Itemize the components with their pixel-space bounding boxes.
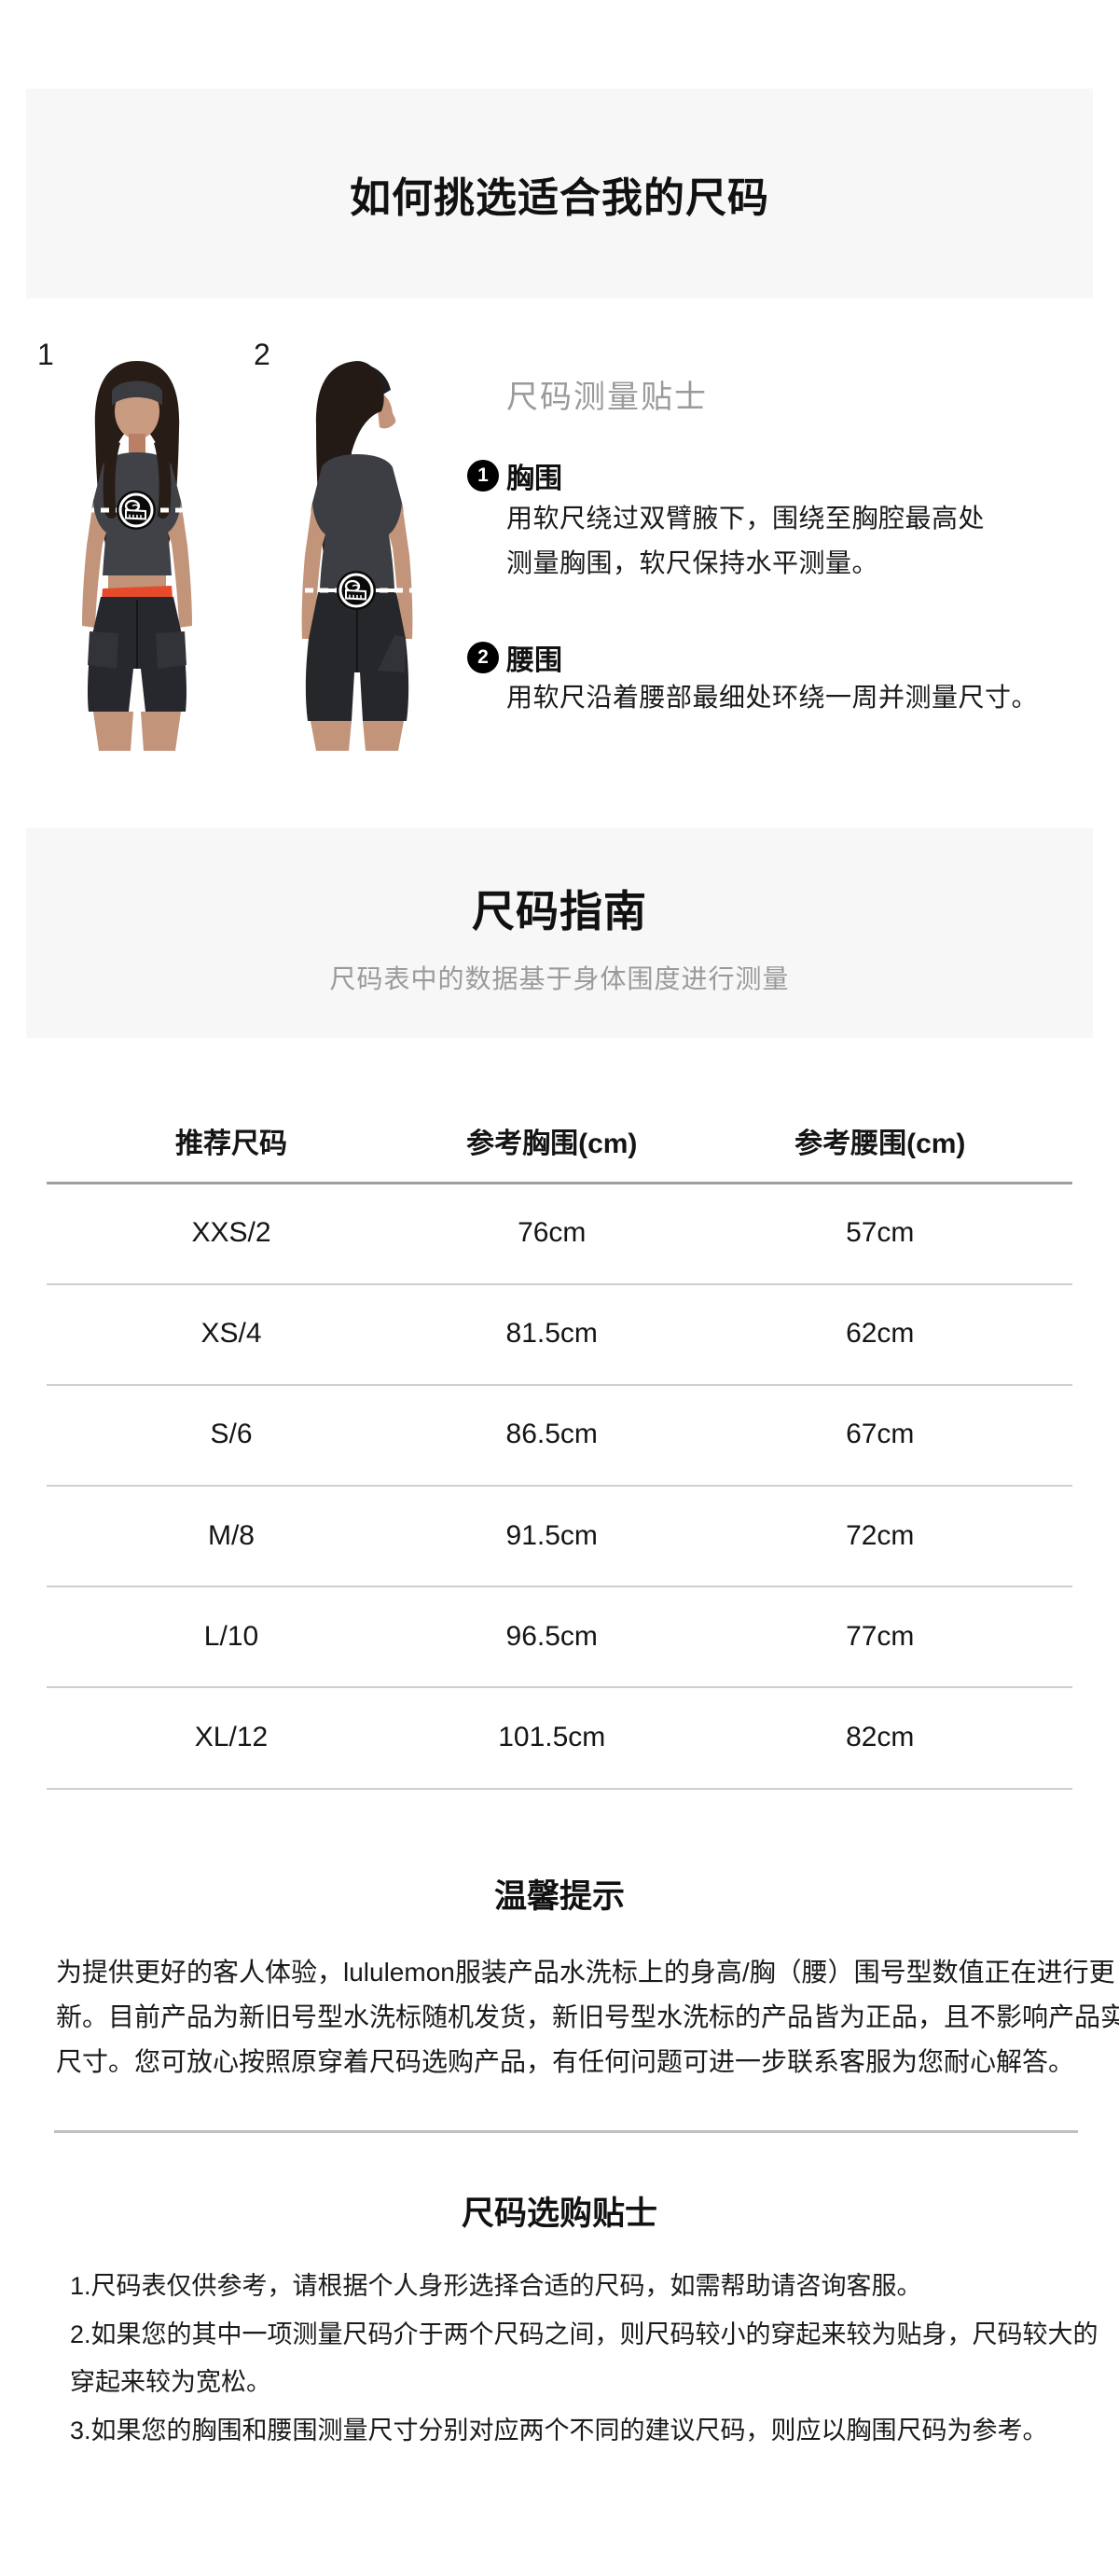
table-row: XS/4 81.5cm 62cm [47,1311,1072,1356]
tip-line: 用软尺沿着腰部最细处环绕一周并测量尺寸。 [506,683,1039,712]
warm-notice-paragraph: 为提供更好的客人体验，lululemon服装产品水洗标上的身高/胸（腰）围号型数… [56,1950,1119,2084]
table-row: XL/12 101.5cm 82cm [47,1715,1072,1760]
row-divider [47,1283,1072,1285]
row-divider [47,1586,1072,1587]
table-row: M/8 91.5cm 72cm [47,1514,1072,1558]
tip-line: 2.如果您的其中一项测量尺码介于两个尺码之间，则尺码较小的穿起来较为贴身，尺码较… [70,2320,1098,2348]
table-bottom-divider [47,1788,1072,1790]
table-row: XXS/2 76cm 57cm [47,1211,1072,1255]
tip-name-chest: 胸围 [506,464,562,494]
red-waistband [102,586,173,600]
cell-size: XL/12 [194,1722,269,1752]
cell-size: M/8 [207,1520,255,1551]
figure1-number-label: 1 [37,338,54,371]
header-banner: 如何挑选适合我的尺码 [26,89,1093,298]
warm-notice-title: 温馨提示 [493,1878,625,1915]
cell-chest: 101.5cm [498,1722,606,1752]
buy-tips-title: 尺码选购贴士 [461,2195,657,2232]
tip-text-waist: 用软尺沿着腰部最细处环绕一周并测量尺寸。 [506,675,1038,720]
measure-tips-title: 尺码测量贴士 [506,380,708,415]
table-header-divider [47,1182,1072,1184]
tee-back [311,454,404,589]
cell-chest: 81.5cm [505,1318,598,1349]
measuring-tape-icon [337,571,376,610]
cell-waist: 72cm [846,1520,915,1551]
cell-waist: 77cm [846,1621,915,1652]
paragraph-line: 为提供更好的客人体验，lululemon服装产品水洗标上的身高/胸（腰）围号型数… [56,1958,1115,1987]
tip-line: 用软尺绕过双臂腋下，围绕至胸腔最高处 [506,504,986,533]
tip-line: 穿起来较为宽松。 [70,2368,271,2396]
cell-size: L/10 [203,1621,259,1652]
cell-waist: 67cm [846,1419,915,1449]
table-row: S/6 86.5cm 67cm [47,1412,1072,1457]
tip-text-chest: 用软尺绕过双臂腋下，围绕至胸腔最高处 测量胸围，软尺保持水平测量。 [506,496,985,586]
tip-line: 3.如果您的胸围和腰围测量尺寸分别对应两个不同的建议尺码，则应以胸围尺码为参考。 [70,2416,1048,2444]
measuring-tape-icon [117,491,156,530]
buy-tips-list: 1.尺码表仅供参考，请根据个人身形选择合适的尺码，如需帮助请咨询客服。 2.如果… [70,2263,1098,2455]
cell-chest: 91.5cm [505,1520,598,1551]
table-header-row: 推荐尺码 参考胸围(cm) 参考腰围(cm) [47,1118,1072,1163]
cell-size: S/6 [210,1419,253,1449]
table-row: L/10 96.5cm 77cm [47,1614,1072,1659]
paragraph-line: 新。目前产品为新旧号型水洗标随机发货，新旧号型水洗标的产品皆为正品，且不影响产品… [56,2002,1119,2031]
tip-name-waist: 腰围 [506,645,562,676]
col-header-size: 推荐尺码 [175,1129,287,1159]
row-divider [47,1384,1072,1386]
page-title: 如何挑选适合我的尺码 [350,174,769,221]
row-divider [47,1686,1072,1688]
model-front-photo [71,361,203,751]
paragraph-line: 尺寸。您可放心按照原穿着尺码选购产品，有任何问题可进一步联系客服为您耐心解答。 [56,2047,1075,2076]
cell-waist: 57cm [846,1217,915,1248]
cell-chest: 96.5cm [505,1621,598,1652]
cell-size: XS/4 [200,1318,262,1349]
number-2-badge: 2 [467,642,499,673]
cell-waist: 62cm [846,1318,915,1349]
tip-line: 1.尺码表仅供参考，请根据个人身形选择合适的尺码，如需帮助请咨询客服。 [70,2272,922,2300]
tip-item-waist: 2 腰围 [467,637,562,678]
model-back-photo [290,361,424,751]
row-divider [47,1485,1072,1487]
cell-chest: 76cm [518,1217,587,1248]
col-header-chest: 参考胸围(cm) [466,1129,638,1159]
headband [112,381,162,406]
cell-chest: 86.5cm [505,1419,598,1449]
tip-line: 测量胸围，软尺保持水平测量。 [506,548,879,577]
size-guide-title: 尺码指南 [472,887,647,935]
figure2-number-label: 2 [254,338,270,371]
section-divider [54,2130,1078,2133]
size-guide-banner: 尺码指南 尺码表中的数据基于身体围度进行测量 [26,828,1093,1038]
cell-size: XXS/2 [191,1217,271,1248]
cell-waist: 82cm [846,1722,915,1752]
col-header-waist: 参考腰围(cm) [794,1129,966,1159]
number-1-badge: 1 [467,460,499,492]
size-guide-subtitle: 尺码表中的数据基于身体围度进行测量 [329,964,790,993]
tip-item-chest: 1 胸围 [467,455,562,496]
